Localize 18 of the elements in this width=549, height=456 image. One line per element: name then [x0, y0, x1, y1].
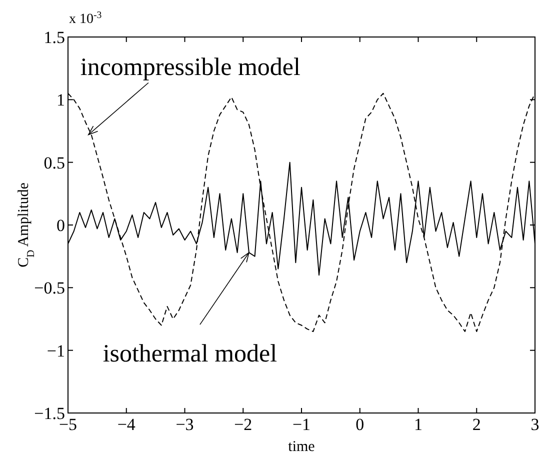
- x-tick-label: 0: [356, 415, 364, 434]
- x-tick-label: 2: [472, 415, 481, 434]
- y-tick-label: −0.5: [34, 278, 65, 298]
- x-tick-label: 3: [530, 415, 540, 434]
- y-tick-label: 1.5: [44, 28, 65, 47]
- y-tick-label: 0: [56, 216, 65, 235]
- x-tick-label: −2: [234, 415, 252, 434]
- text: x 10$^{-3}$: [69, 10, 102, 27]
- x-tick-label: −4: [117, 415, 136, 434]
- y-tick-label: −1: [46, 341, 65, 360]
- y-tick-label: 1: [56, 90, 65, 110]
- x-tick-label: −3: [176, 415, 194, 434]
- annotation: isothermal model: [102, 340, 278, 368]
- x-axis-title: time: [288, 439, 316, 455]
- annotation: incompressible model: [80, 54, 301, 81]
- x-tick-label: −1: [292, 415, 311, 434]
- y-tick-label: 0.5: [44, 153, 65, 172]
- x-tick-label: 1: [414, 415, 422, 434]
